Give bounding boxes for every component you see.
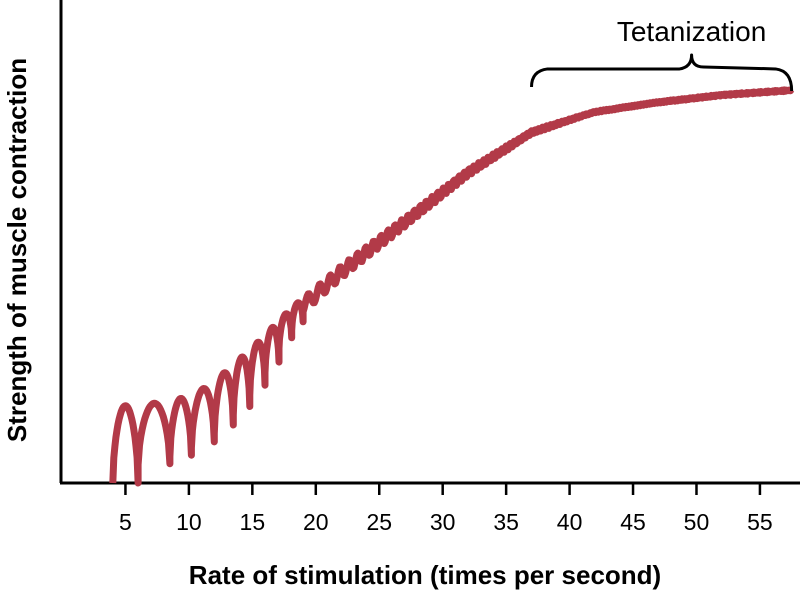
x-tick-label-30: 30 (430, 509, 456, 535)
x-tick-label-35: 35 (493, 509, 519, 535)
x-ticks (124, 483, 762, 495)
x-tick-label-5: 5 (119, 509, 132, 535)
tetanization-label: Tetanization (617, 16, 766, 47)
x-tick-label-25: 25 (366, 509, 392, 535)
x-tick-label-10: 10 (176, 509, 202, 535)
x-tick-label-20: 20 (303, 509, 329, 535)
x-tick-label-40: 40 (557, 509, 583, 535)
x-tick-labels: 5 10 15 20 25 30 35 40 45 50 55 (119, 509, 773, 535)
x-axis-title: Rate of stimulation (times per second) (189, 560, 661, 590)
x-tick-label-45: 45 (620, 509, 646, 535)
x-tick-label-55: 55 (747, 509, 773, 535)
tetanization-brace (530, 53, 794, 91)
x-tick-label-50: 50 (684, 509, 710, 535)
x-tick-label-15: 15 (240, 509, 266, 535)
y-axis-title: Strength of muscle contraction (2, 58, 32, 442)
strength-series-line (109, 86, 795, 487)
